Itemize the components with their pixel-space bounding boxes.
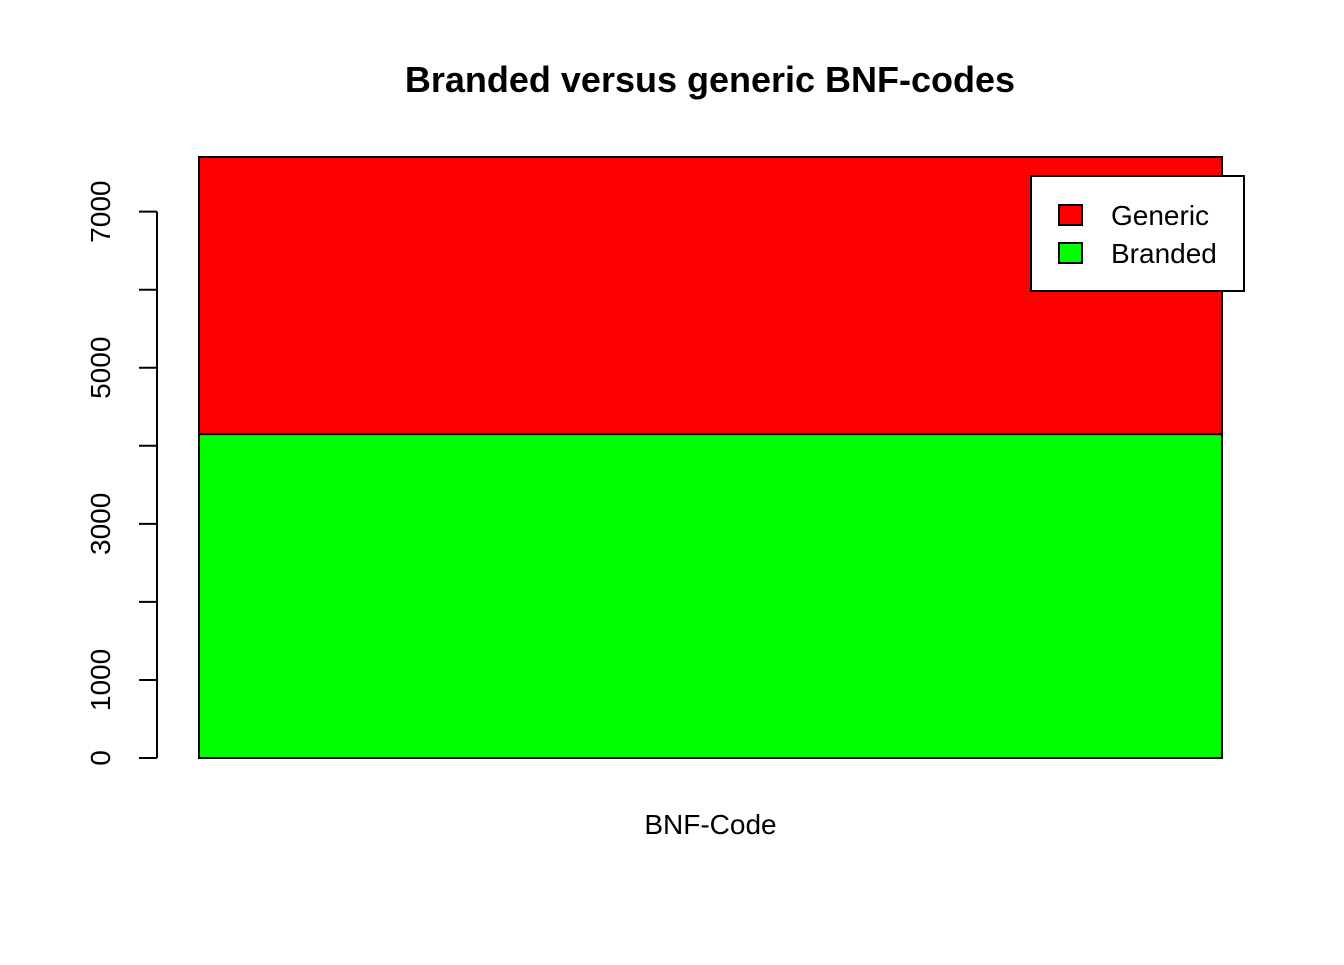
legend-swatch-generic (1058, 204, 1083, 226)
legend-box (1030, 175, 1245, 292)
x-axis-labels: BNF-Code (644, 809, 776, 840)
legend-label-generic: Generic (1111, 200, 1209, 231)
chart-title: Branded versus generic BNF-codes (405, 59, 1015, 100)
legend: Generic Branded (1030, 175, 1245, 292)
legend-label-branded: Branded (1111, 238, 1217, 269)
legend-swatch-branded (1058, 242, 1083, 264)
y-tick-label: 5000 (85, 337, 116, 399)
bar-segment-branded (198, 433, 1223, 759)
x-category-label: BNF-Code (644, 809, 776, 840)
y-tick-label: 7000 (85, 180, 116, 242)
y-axis: 0 1000 3000 5000 7000 (85, 180, 158, 766)
y-tick-label: 0 (85, 750, 116, 766)
y-tick-label: 1000 (85, 649, 116, 711)
y-tick-label: 3000 (85, 493, 116, 555)
